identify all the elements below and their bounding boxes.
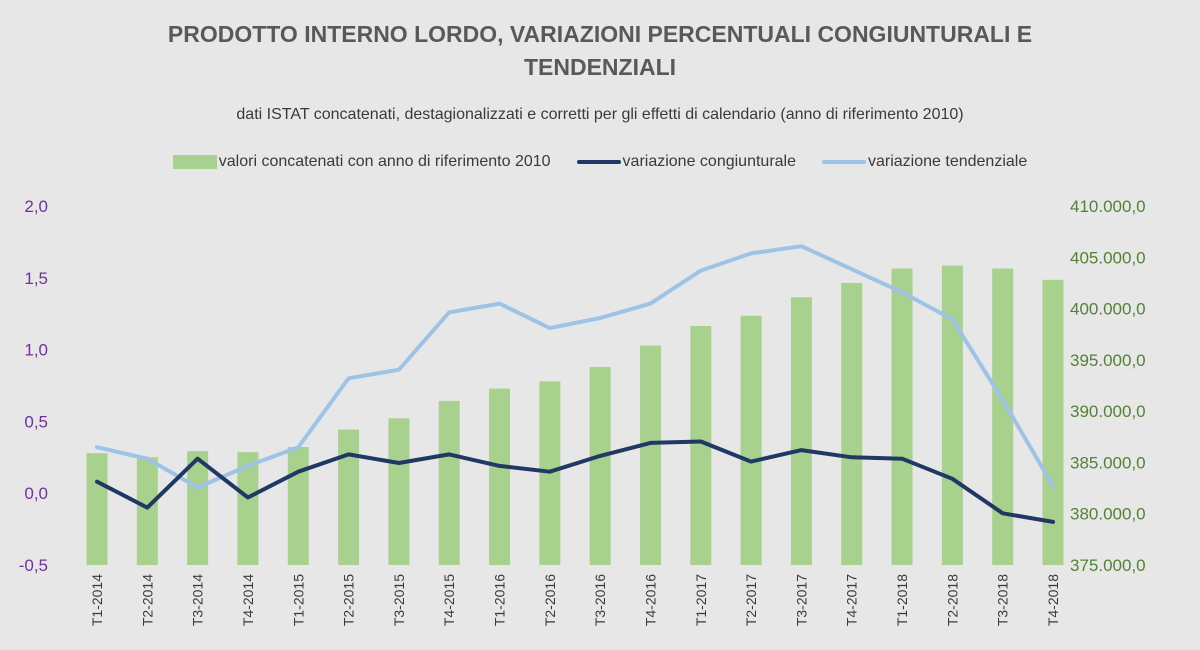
left-axis-tick-label: 0,5 bbox=[24, 412, 48, 431]
bar-t4-2018 bbox=[1042, 279, 1064, 565]
left-axis-tick-label: 1,0 bbox=[24, 341, 48, 360]
x-axis-tick-label: T1-2016 bbox=[492, 574, 508, 626]
left-axis-tick-label: 2,0 bbox=[24, 197, 48, 216]
x-axis-tick-label: T3-2017 bbox=[793, 574, 809, 626]
left-axis-tick-label: -0,5 bbox=[19, 556, 48, 575]
right-axis-tick-label: 405.000,0 bbox=[1070, 248, 1146, 267]
bar-t3-2014 bbox=[187, 451, 209, 565]
bar-t1-2018 bbox=[891, 268, 913, 565]
x-axis-tick-label: T1-2014 bbox=[89, 574, 105, 626]
right-axis-tick-label: 395.000,0 bbox=[1070, 351, 1146, 370]
x-axis-tick-label: T3-2016 bbox=[592, 574, 608, 626]
left-axis-tick-label: 0,0 bbox=[24, 484, 48, 503]
bar-t1-2014 bbox=[86, 453, 108, 565]
right-axis-tick-label: 390.000,0 bbox=[1070, 402, 1146, 421]
bar-t4-2017 bbox=[841, 282, 863, 565]
bar-t2-2014 bbox=[136, 457, 158, 565]
x-axis-tick-label: T1-2015 bbox=[290, 574, 306, 626]
x-axis-tick-label: T2-2016 bbox=[542, 574, 558, 626]
x-axis-tick-label: T4-2018 bbox=[1045, 574, 1061, 626]
x-axis-tick-label: T4-2015 bbox=[441, 574, 457, 626]
right-axis-tick-label: 385.000,0 bbox=[1070, 453, 1146, 472]
right-axis-tick-label: 375.000,0 bbox=[1070, 556, 1146, 575]
legend-label-tendenziale: variazione tendenziale bbox=[868, 153, 1028, 170]
bar-t3-2017 bbox=[790, 297, 812, 565]
x-axis-tick-label: T4-2017 bbox=[844, 574, 860, 626]
legend-item-bars: valori concatenati con anno di riferimen… bbox=[172, 153, 551, 171]
legend-label-bars: valori concatenati con anno di riferimen… bbox=[218, 153, 551, 170]
x-axis-tick-label: T2-2014 bbox=[139, 574, 155, 626]
bar-t2-2015 bbox=[338, 429, 360, 565]
x-axis-tick-label: T2-2018 bbox=[944, 574, 960, 626]
line-variazione-congiunturale bbox=[95, 439, 1055, 524]
right-axis-tick-label: 400.000,0 bbox=[1070, 300, 1146, 319]
legend-swatch-bars bbox=[172, 155, 217, 169]
bar-t1-2016 bbox=[489, 388, 511, 565]
bar-t3-2016 bbox=[589, 367, 611, 565]
legend-label-congiunturale: variazione congiunturale bbox=[622, 153, 796, 170]
bar-t1-2015 bbox=[287, 447, 309, 565]
x-axis-tick-label: T3-2014 bbox=[190, 574, 206, 626]
chart-title-line-2: TENDENZIALI bbox=[523, 54, 677, 80]
legend-swatch-tendenziale bbox=[822, 160, 866, 164]
bar-t2-2017 bbox=[740, 315, 762, 565]
chart-title: PRODOTTO INTERNO LORDO, VARIAZIONI PERCE… bbox=[0, 18, 1200, 84]
legend: valori concatenati con anno di riferimen… bbox=[0, 150, 1200, 174]
bar-t3-2018 bbox=[992, 268, 1014, 565]
bar-t4-2015 bbox=[438, 400, 460, 565]
chart-subtitle: dati ISTAT concatenati, destagionalizzat… bbox=[236, 106, 964, 123]
x-axis-tick-label: T3-2015 bbox=[391, 574, 407, 626]
legend-item-tendenziale: variazione tendenziale bbox=[822, 153, 1027, 171]
right-axis-tick-label: 380.000,0 bbox=[1070, 505, 1146, 524]
x-axis-tick-label: T2-2015 bbox=[341, 574, 357, 626]
x-axis-tick-label: T3-2018 bbox=[995, 574, 1011, 626]
x-axis-tick-label: T2-2017 bbox=[743, 574, 759, 626]
right-axis-tick-label: 410.000,0 bbox=[1070, 197, 1146, 216]
x-axis-tick-label: T4-2016 bbox=[642, 574, 658, 626]
bar-t3-2015 bbox=[388, 418, 410, 565]
bar-t2-2018 bbox=[941, 265, 963, 565]
x-axis-tick-label: T1-2017 bbox=[693, 574, 709, 626]
x-axis-tick-label: T4-2014 bbox=[240, 574, 256, 626]
legend-swatch-congiunturale bbox=[576, 160, 621, 164]
bar-t4-2016 bbox=[639, 345, 661, 565]
legend-item-congiunturale: variazione congiunturale bbox=[576, 153, 796, 171]
x-axis-tick-label: T1-2018 bbox=[894, 574, 910, 626]
bar-t1-2017 bbox=[690, 326, 712, 565]
chart-title-line-1: PRODOTTO INTERNO LORDO, VARIAZIONI PERCE… bbox=[167, 21, 1033, 47]
bar-t4-2014 bbox=[237, 452, 259, 565]
left-axis-tick-label: 1,5 bbox=[24, 269, 48, 288]
line-variazione-tendenziale bbox=[95, 244, 1055, 490]
